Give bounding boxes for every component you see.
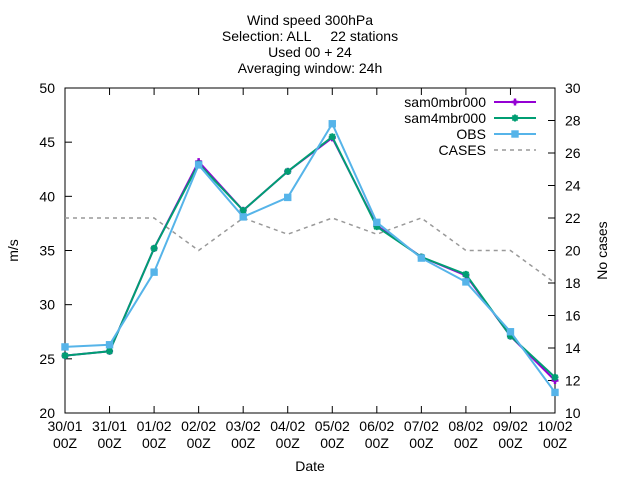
y2-tick-label: 28 [565,113,581,129]
x-tick-label-time: 00Z [276,435,301,451]
y2-tick-label: 18 [565,275,581,291]
left-axis-ticks: 20 25 30 35 40 45 50 [39,80,72,421]
data-point [61,343,69,351]
y2-tick-label: 12 [565,373,581,389]
x-tick-label-date: 07/02 [404,418,439,434]
x-tick-label-time: 00Z [543,435,568,451]
y2-tick-label: 14 [565,340,581,356]
data-point [417,254,426,262]
y-tick-label: 50 [39,80,55,96]
chart-title-line: Selection: ALL 22 stations [222,28,398,44]
x-tick-label-time: 00Z [142,435,167,451]
y-tick-label: 20 [39,405,55,421]
y-tick-label: 30 [39,297,55,313]
data-point [150,268,158,276]
legend-entry-label: sam4mbr000 [404,110,486,126]
y2-tick-label: 30 [565,80,581,96]
data-point [506,328,515,336]
x-tick-label-time: 00Z [365,435,390,451]
x-tick-label-date: 31/01 [92,418,127,434]
x-tick-label-date: 08/02 [448,418,483,434]
series-line [65,217,556,284]
y-tick-label: 25 [39,351,55,367]
legend-entry-marker [511,130,519,138]
x-tick-label-date: 02/02 [181,418,216,434]
y2-tick-label: 22 [565,210,581,226]
x-tick-label-time: 00Z [498,435,523,451]
x-tick-label-date: 10/02 [537,418,572,434]
x-axis-label: Date [295,458,325,474]
legend-entry-label: sam0mbr000 [404,94,486,110]
x-tick-label-time: 00Z [187,435,212,451]
x-axis-ticks: 30/0100Z31/0100Z01/0200Z02/0200Z03/0200Z… [47,88,573,451]
y2-tick-label: 20 [565,243,581,259]
series-line [64,135,556,378]
y2-axis-label: No cases [594,221,610,279]
x-tick-label-time: 00Z [409,435,434,451]
x-tick-label-date: 01/02 [137,418,172,434]
data-point [328,120,336,128]
chart-title-line: Averaging window: 24h [238,60,383,76]
x-tick-label-date: 04/02 [270,418,305,434]
y-tick-label: 35 [39,243,55,259]
y2-tick-label: 26 [565,145,581,161]
data-point [462,278,470,286]
x-tick-label-date: 30/01 [47,418,82,434]
series-sam4mbr000 [61,133,559,381]
legend-entry-label: OBS [456,126,486,142]
data-point [373,218,381,227]
x-tick-label-time: 00Z [231,435,256,451]
x-tick-label-time: 00Z [53,435,78,451]
data-point [105,341,114,349]
x-tick-label-date: 06/02 [359,418,394,434]
data-point [284,193,292,202]
data-point [551,388,559,397]
x-tick-label-time: 00Z [320,435,345,451]
series-sam0mbr000 [61,134,559,384]
x-tick-label-date: 05/02 [315,418,350,434]
x-tick-label-time: 00Z [97,435,122,451]
series-lines [61,120,559,397]
series-line [64,136,556,382]
chart-title-line: Used 00 + 24 [268,44,352,60]
x-tick-label-time: 00Z [454,435,479,451]
series-obs [61,120,559,397]
x-tick-label-date: 03/02 [226,418,261,434]
data-point [239,213,247,221]
y-axis-label: m/s [5,239,21,262]
data-point [194,161,203,169]
right-axis-ticks: 10 12 14 16 18 20 22 24 26 28 30 [548,80,581,421]
y-tick-label: 40 [39,188,55,204]
series-cases [65,217,556,284]
y-tick-label: 45 [39,134,55,150]
y2-tick-label: 24 [565,178,581,194]
y2-tick-label: 10 [565,405,581,421]
chart-title-line: Wind speed 300hPa [247,12,373,28]
series-line [64,121,556,394]
y2-tick-label: 16 [565,308,581,324]
x-tick-label-date: 09/02 [493,418,528,434]
legend-entry-label: CASES [439,142,486,158]
